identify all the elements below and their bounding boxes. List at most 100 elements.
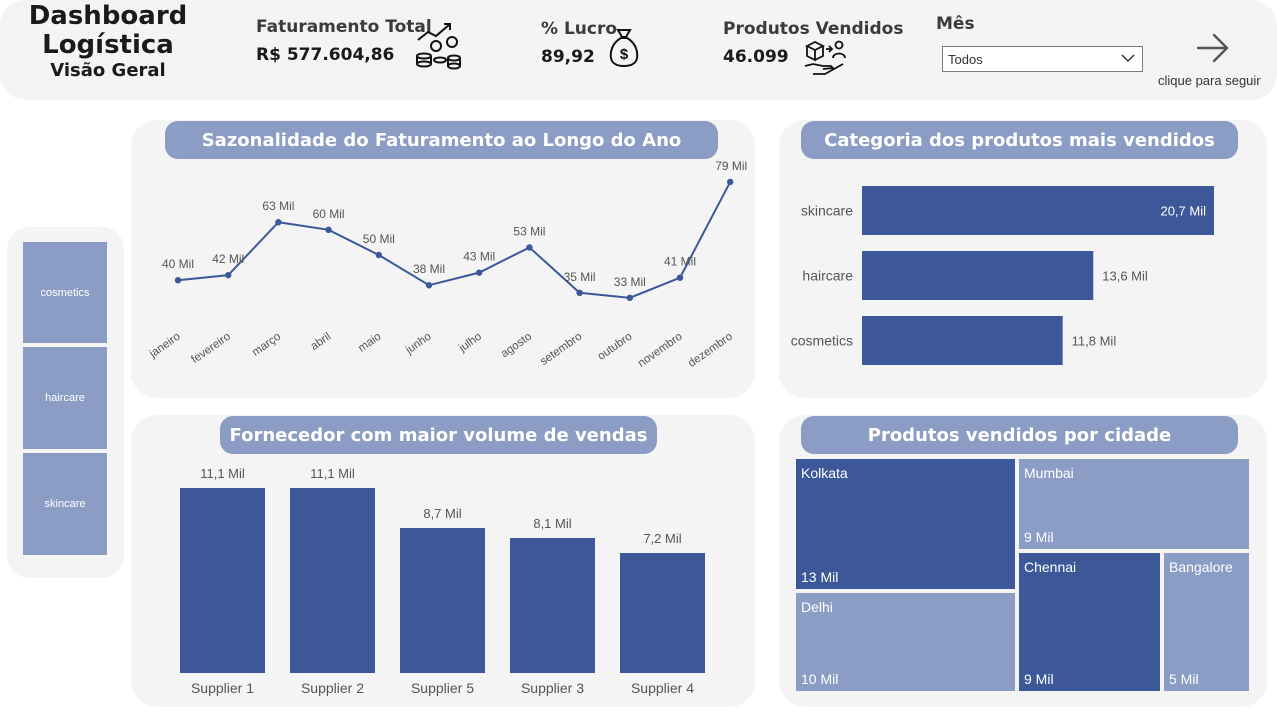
kpi-products-sold-label: Produtos Vendidos bbox=[723, 19, 904, 39]
treemap-cell-label: Mumbai bbox=[1024, 465, 1074, 481]
data-label: 79 Mil bbox=[715, 160, 747, 173]
bar bbox=[510, 538, 595, 673]
data-label: 33 Mil bbox=[614, 275, 646, 289]
kpi-products-sold: Produtos Vendidos 46.099 bbox=[723, 19, 903, 67]
data-point bbox=[425, 282, 433, 289]
x-tick-label: novembro bbox=[636, 331, 685, 370]
subtitle: Visão Geral bbox=[50, 60, 166, 81]
x-tick-label: setembro bbox=[538, 331, 584, 368]
data-label: 50 Mil bbox=[363, 232, 395, 246]
data-label: 8,7 Mil bbox=[423, 506, 461, 521]
data-label: 35 Mil bbox=[564, 270, 596, 284]
x-tick-label: janeiro bbox=[147, 331, 183, 361]
data-point bbox=[275, 219, 282, 226]
x-tick-label: julho bbox=[456, 331, 484, 355]
month-filter-label: Mês bbox=[936, 14, 975, 34]
month-select-value: Todos bbox=[948, 52, 983, 67]
data-label: 60 Mil bbox=[313, 207, 345, 221]
data-label: 53 Mil bbox=[513, 224, 545, 238]
data-label: 20,7 Mil bbox=[1160, 204, 1206, 219]
supplier-title: Fornecedor com maior volume de vendas bbox=[220, 416, 657, 454]
series-line bbox=[177, 181, 732, 299]
data-label: 40 Mil bbox=[162, 257, 194, 271]
x-tick-label: Supplier 4 bbox=[631, 680, 694, 696]
category-label: haircare bbox=[802, 268, 853, 284]
data-label: 42 Mil bbox=[212, 252, 244, 266]
x-tick-label: outubro bbox=[596, 331, 635, 363]
kpi-revenue-label: Faturamento Total bbox=[256, 17, 432, 37]
bar bbox=[862, 251, 1094, 300]
kpi-profit: % Lucro 89,92 bbox=[541, 19, 617, 67]
category-label: cosmetics bbox=[791, 333, 853, 349]
data-point bbox=[576, 289, 583, 296]
seasonality-line-chart: 40 Mil janeiro 42 Mil fevereiro 63 Mil março 6… bbox=[147, 160, 747, 370]
money-growth-icon bbox=[416, 23, 461, 70]
treemap-cell-value: 13 Mil bbox=[801, 569, 839, 585]
data-label: 11,1 Mil bbox=[200, 466, 245, 481]
dashboard-title: Dashboard Logística Visão Geral bbox=[10, 2, 206, 82]
treemap-cell-bangalore: Bangalore 5 Mil bbox=[1164, 553, 1249, 691]
arrow-right-icon[interactable] bbox=[1196, 31, 1230, 65]
treemap-cell-mumbai: Mumbai 9 Mil bbox=[1019, 459, 1249, 549]
x-tick-label: abril bbox=[309, 331, 334, 353]
filter-button-skincare[interactable]: skincare bbox=[23, 453, 107, 555]
data-point bbox=[375, 251, 382, 259]
money-bag-icon: $ bbox=[609, 29, 639, 68]
city-title: Produtos vendidos por cidade bbox=[801, 416, 1238, 454]
kpi-products-sold-value: 46.099 bbox=[723, 47, 789, 67]
treemap-cell-chennai: Chennai 9 Mil bbox=[1019, 553, 1160, 691]
treemap-cell-value: 9 Mil bbox=[1024, 671, 1054, 687]
data-label: 11,8 Mil bbox=[1072, 334, 1117, 349]
data-label: 8,1 Mil bbox=[533, 516, 571, 531]
data-point bbox=[727, 178, 734, 186]
month-select[interactable]: Todos bbox=[942, 46, 1143, 72]
category-title: Categoria dos produtos mais vendidos bbox=[801, 121, 1238, 159]
bar bbox=[400, 528, 485, 673]
title-line-2: Logística bbox=[42, 30, 174, 60]
kpi-revenue: Faturamento Total R$ 577.604,86 bbox=[256, 17, 432, 65]
filter-button-haircare[interactable]: haircare bbox=[23, 347, 107, 449]
x-tick-label: junho bbox=[403, 331, 434, 358]
bar bbox=[620, 553, 705, 673]
x-tick-label: fevereiro bbox=[189, 331, 233, 366]
bar bbox=[180, 488, 265, 673]
x-tick-label: maio bbox=[356, 331, 383, 355]
x-tick-label: dezembro bbox=[686, 331, 735, 370]
treemap-cell-value: 5 Mil bbox=[1169, 671, 1199, 687]
svg-text:$: $ bbox=[620, 46, 629, 63]
x-tick-label: Supplier 3 bbox=[521, 680, 584, 696]
kpi-revenue-value: R$ 577.604,86 bbox=[256, 45, 395, 65]
data-point bbox=[476, 269, 483, 276]
city-treemap: Kolkata 13 Mil Mumbai 9 Mil Delhi 10 Mil Chenn… bbox=[796, 459, 1249, 691]
x-tick-label: Supplier 5 bbox=[411, 680, 474, 696]
bar bbox=[290, 488, 375, 673]
treemap-cell-value: 10 Mil bbox=[801, 671, 839, 687]
x-tick-label: agosto bbox=[499, 331, 534, 361]
x-tick-label: março bbox=[250, 331, 283, 359]
data-label: 63 Mil bbox=[262, 199, 294, 213]
treemap-cell-label: Bangalore bbox=[1169, 559, 1233, 575]
data-point bbox=[676, 274, 684, 281]
category-label: skincare bbox=[801, 203, 853, 219]
filter-button-cosmetics[interactable]: cosmetics bbox=[23, 242, 107, 343]
treemap-cell-delhi: Delhi 10 Mil bbox=[796, 593, 1015, 691]
data-point bbox=[626, 294, 633, 302]
bar bbox=[862, 316, 1063, 365]
navigate-caption[interactable]: clique para seguir bbox=[1158, 73, 1261, 88]
data-point bbox=[325, 226, 332, 233]
data-point bbox=[225, 271, 232, 279]
bar bbox=[862, 186, 1214, 235]
treemap-cell-kolkata: Kolkata 13 Mil bbox=[796, 459, 1015, 589]
seasonality-panel bbox=[131, 120, 755, 398]
treemap-cell-label: Delhi bbox=[801, 599, 833, 615]
data-label: 43 Mil bbox=[463, 250, 495, 264]
supplier-bar-chart: 11,1 Mil Supplier 1 11,1 Mil Supplier 2 8,7 … bbox=[180, 466, 705, 696]
treemap-cell-value: 9 Mil bbox=[1024, 529, 1054, 545]
treemap-cell-label: Chennai bbox=[1024, 559, 1077, 575]
category-bar-chart: skincare 20,7 Mil haircare 13,6 Mil cosmetic… bbox=[791, 186, 1214, 365]
treemap-cell-label: Kolkata bbox=[801, 465, 848, 481]
x-tick-label: Supplier 1 bbox=[191, 680, 254, 696]
data-point bbox=[174, 277, 182, 284]
kpi-profit-label: % Lucro bbox=[541, 19, 618, 39]
kpi-profit-value: 89,92 bbox=[541, 47, 595, 67]
